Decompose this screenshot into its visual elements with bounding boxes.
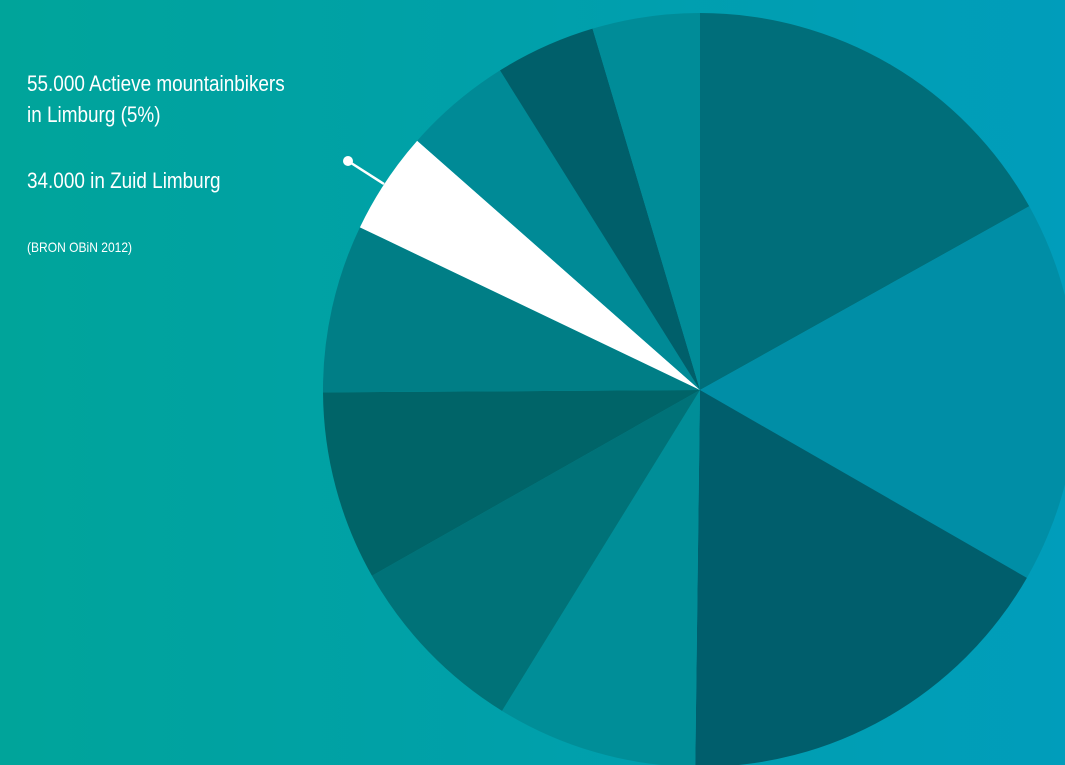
pie-slice [323, 227, 700, 393]
pie-slice [700, 206, 1065, 578]
annotation-line-1: 55.000 Actieve mountainbikers [27, 71, 285, 96]
annotation-main: 55.000 Actieve mountainbikers in Limburg… [27, 68, 285, 130]
pie-slice [695, 390, 1027, 765]
annotation-zuid-limburg: 34.000 in Zuid Limburg [27, 168, 221, 193]
callout-line [347, 159, 385, 186]
pie-slice [323, 390, 700, 576]
annotation-source: (BRON OBiN 2012) [27, 239, 133, 255]
pie-slice [500, 28, 700, 390]
pie-slices [323, 13, 1065, 765]
pie-slice [417, 70, 700, 391]
pie-slice-highlighted [359, 140, 700, 390]
pie-slice [502, 390, 700, 765]
pie-slice [592, 13, 700, 390]
pie-slice [371, 390, 700, 711]
callout-dot [343, 156, 353, 166]
pie-slice [700, 13, 1030, 390]
annotation-line-2: in Limburg (5%) [27, 102, 161, 127]
